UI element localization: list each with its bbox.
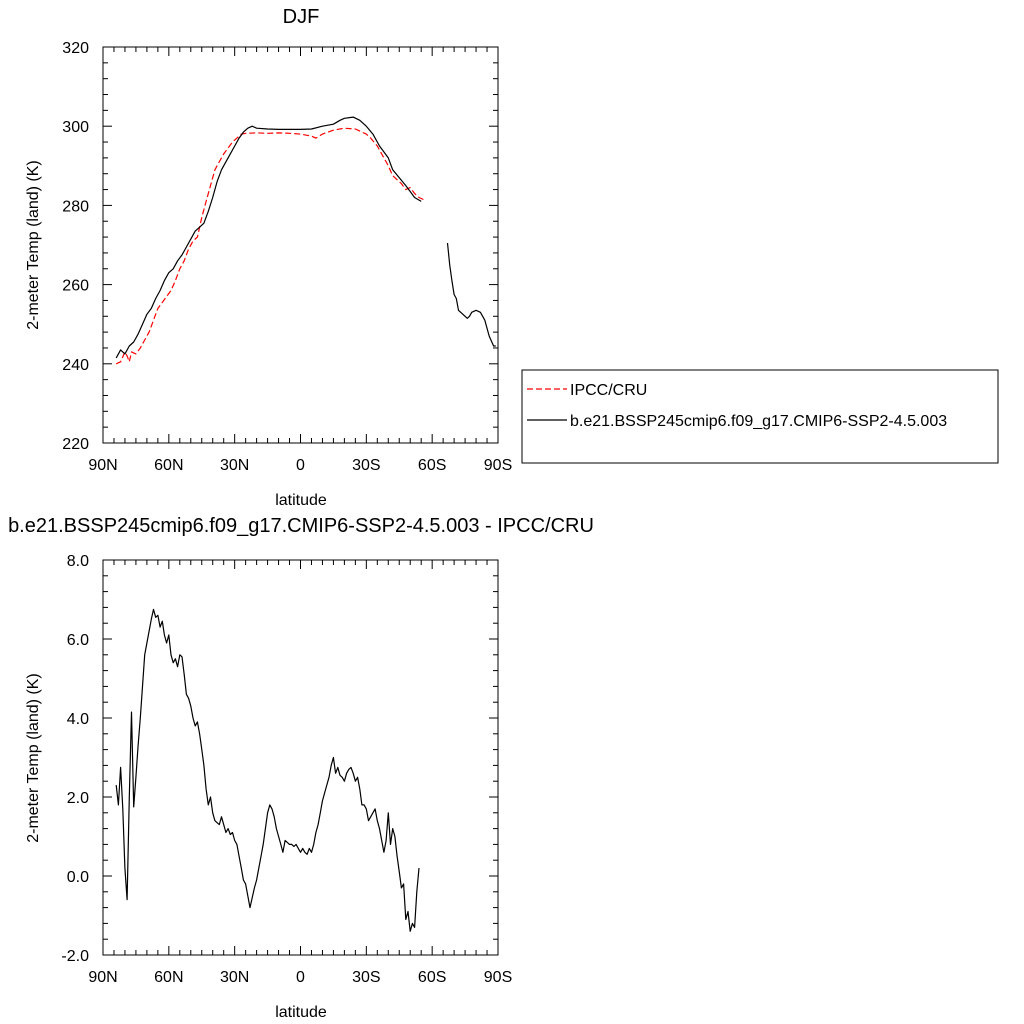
bottom-x-tick-label: 30N [220, 969, 249, 986]
bottom-plot-frame [102, 559, 499, 956]
top-axis-ticks: 90N 60N 30N 0 30S 60S 90S 220 240 260 280 300 320 [62, 40, 512, 474]
bottom-series-0-line-0 [115, 608, 420, 932]
legend-label-model: b.e21.BSSP245cmip6.f09_g17.CMIP6-SSP2-4.… [570, 413, 947, 430]
bottom-y-tick-label: 2.0 [67, 790, 89, 807]
top-y-tick-label: 300 [62, 119, 89, 136]
top-y-tick-label: 260 [62, 278, 89, 295]
top-x-tick-label: 0 [296, 457, 305, 474]
bottom-y-tick-label: -2.0 [61, 948, 89, 965]
bottom-x-tick-label: 60S [418, 969, 446, 986]
top-y-tick-label: 320 [62, 40, 89, 57]
top-y-axis-label: 2-meter Temp (land) (K) [25, 160, 42, 330]
bottom-axis-ticks: 90N 60N 30N 0 30S 60S 90S -2.0 0.0 2.0 4.0 6.0 8.0 [61, 553, 512, 986]
top-plot-frame [102, 46, 499, 444]
top-series-lines [115, 116, 496, 365]
bottom-series-lines [115, 608, 420, 932]
top-x-axis-label: latitude [275, 492, 327, 509]
bottom-y-tick-label: 8.0 [67, 553, 89, 570]
legend-box [521, 369, 999, 464]
top-series-1-line-1 [446, 242, 496, 347]
bottom-y-tick-label: 0.0 [67, 869, 89, 886]
top-x-tick-label: 60N [154, 457, 183, 474]
top-x-tick-label: 90N [88, 457, 117, 474]
bottom-x-tick-label: 0 [296, 969, 305, 986]
top-y-tick-label: 220 [62, 436, 89, 453]
bottom-x-tick-label: 30S [352, 969, 380, 986]
top-x-tick-label: 30S [352, 457, 380, 474]
bottom-panel: b.e21.BSSP245cmip6.f09_g17.CMIP6-SSP2-4.… [8, 515, 594, 1021]
top-x-tick-label: 30N [220, 457, 249, 474]
top-y-tick-label: 240 [62, 357, 89, 374]
bottom-x-tick-label: 90N [88, 969, 117, 986]
bottom-y-tick-label: 4.0 [67, 711, 89, 728]
bottom-chart-title: b.e21.BSSP245cmip6.f09_g17.CMIP6-SSP2-4.… [8, 515, 594, 537]
top-x-tick-label: 60S [418, 457, 446, 474]
bottom-y-axis-label: 2-meter Temp (land) (K) [25, 673, 42, 843]
bottom-x-axis-label: latitude [275, 1004, 327, 1021]
top-chart-title: DJF [283, 6, 320, 28]
bottom-x-tick-label: 90S [484, 969, 512, 986]
bottom-y-tick-label: 6.0 [67, 632, 89, 649]
top-series-0-line-0 [115, 127, 424, 365]
legend: IPCC/CRU b.e21.BSSP245cmip6.f09_g17.CMIP… [521, 369, 999, 464]
top-series-1-line-0 [115, 116, 422, 359]
top-x-tick-label: 90S [484, 457, 512, 474]
top-panel: DJF 90N 60N 30N 0 30S 60S 90S 220 240 260 280 300 32… [25, 6, 999, 509]
legend-label-ipcc-cru: IPCC/CRU [570, 382, 647, 399]
top-y-tick-label: 280 [62, 198, 89, 215]
bottom-x-tick-label: 60N [154, 969, 183, 986]
